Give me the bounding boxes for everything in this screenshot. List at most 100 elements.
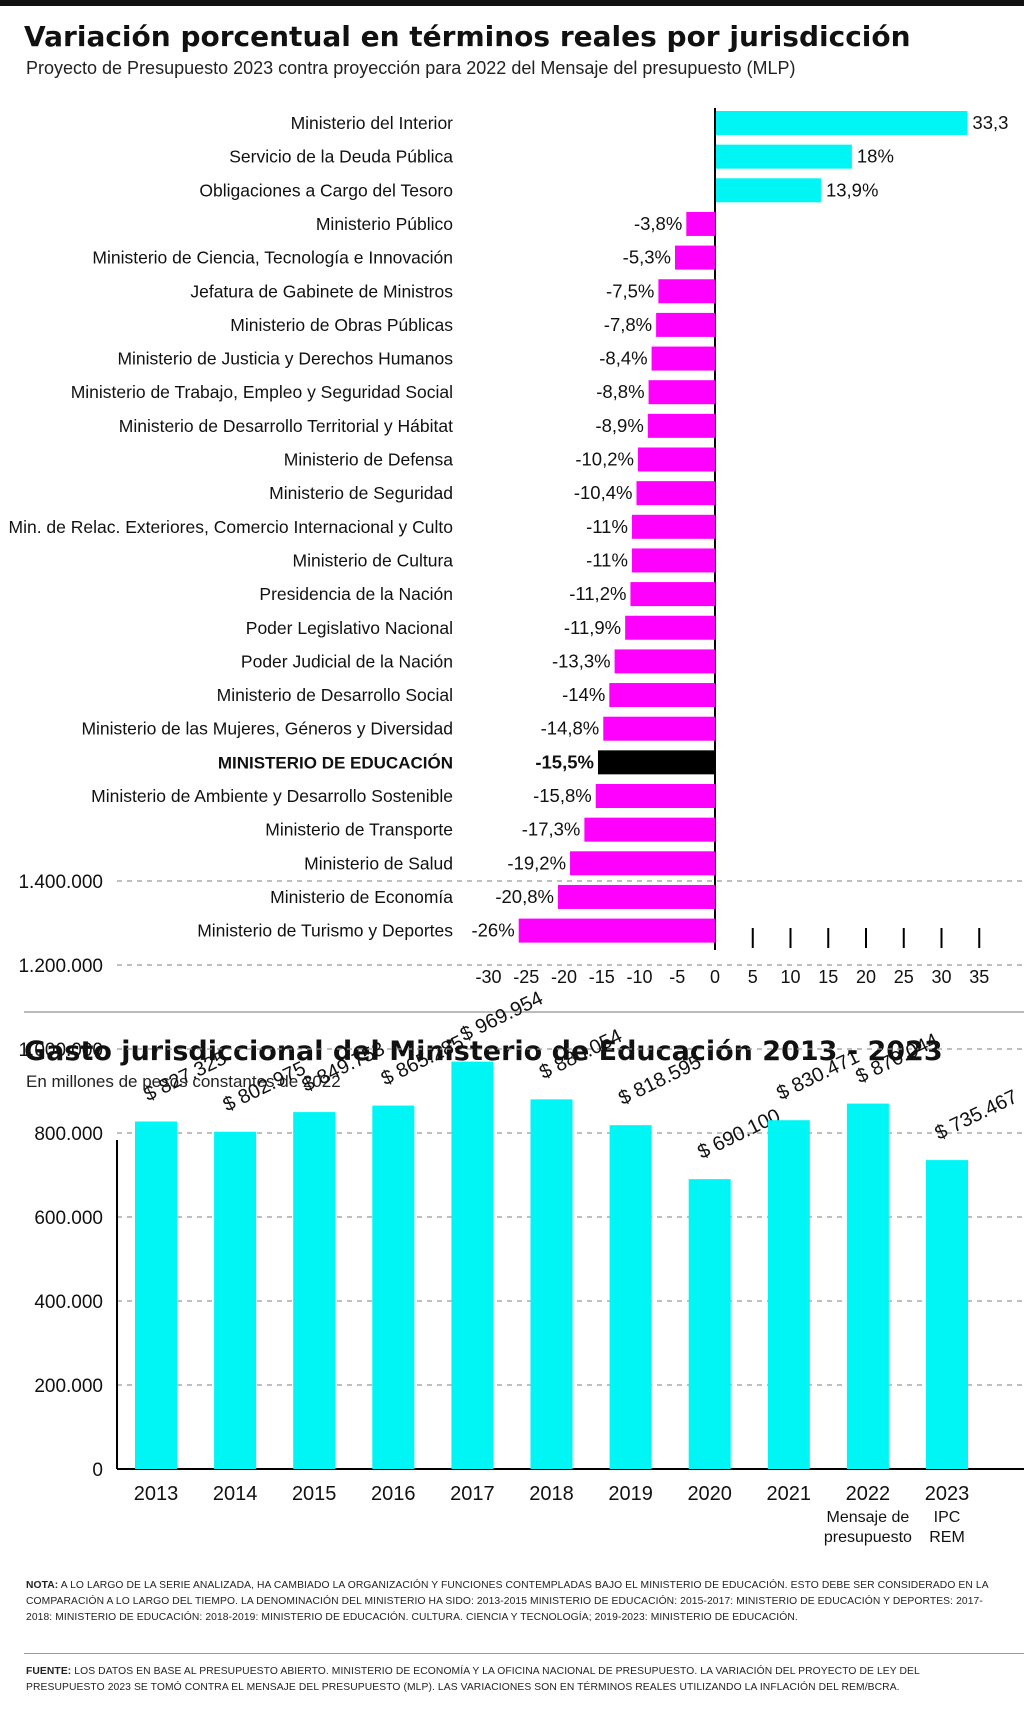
category-label: Ministerio de Obras Públicas: [230, 315, 453, 335]
note-label: NOTA:: [26, 1580, 59, 1591]
data-label: -11%: [586, 516, 628, 537]
chart-1-title: Variación porcentual en términos reales …: [24, 20, 911, 53]
top-rule: [0, 0, 1024, 6]
data-label: -11,9%: [564, 617, 621, 638]
category-label: Ministerio de Salud: [304, 853, 453, 873]
data-label: -13,3%: [552, 650, 611, 671]
x-tick-label: 2019: [608, 1483, 653, 1505]
data-label: -15,5%: [535, 751, 594, 772]
x-tick-label: 2014: [213, 1483, 258, 1505]
bar: [716, 144, 852, 169]
x-tick-label: 2022: [846, 1483, 891, 1505]
bar: [656, 312, 715, 337]
x-tick-label: 2023: [925, 1483, 970, 1505]
category-label: Ministerio de Ciencia, Tecnología e Inno…: [92, 248, 453, 268]
note-text: NOTA: A lo largo de la serie analizada, …: [26, 1578, 1001, 1626]
source-text: FUENTE: Los datos en base al presupuesto…: [26, 1664, 1001, 1696]
bar: [625, 615, 715, 640]
bar: [767, 1120, 810, 1469]
bar: [846, 1103, 889, 1469]
data-label: -8,8%: [596, 381, 644, 402]
bar: [595, 784, 715, 808]
category-label: Ministerio de Turismo y Deportes: [197, 921, 453, 941]
category-label: Presidencia de la Nación: [259, 584, 453, 604]
x-tick-label: -30: [475, 967, 501, 987]
y-tick-label: 200.000: [34, 1376, 103, 1397]
bar: [716, 111, 968, 135]
y-tick-label: 1.200.000: [18, 956, 103, 977]
data-label: -11%: [586, 549, 628, 570]
bar: [648, 380, 715, 405]
bar: [451, 1061, 494, 1469]
data-label: $ 830.471: [773, 1046, 863, 1105]
x-tick-label: 2013: [134, 1483, 179, 1505]
x-tick-label: 35: [969, 967, 989, 987]
data-label: $ 735.467: [932, 1086, 1022, 1145]
category-label: Ministerio de Ambiente y Desarrollo Sost…: [91, 786, 453, 806]
bar: [293, 1112, 336, 1469]
data-label: $ 870.044: [852, 1029, 942, 1088]
bar: [637, 447, 715, 472]
bar: [674, 245, 715, 270]
data-label: 13,9%: [826, 179, 878, 200]
data-label: -8,4%: [599, 348, 647, 369]
x-tick-label: 30: [931, 967, 951, 987]
data-label: -7,8%: [604, 314, 652, 335]
x-tick-label: 2015: [292, 1483, 337, 1505]
x-tick-label: -5: [669, 967, 685, 987]
category-label: Ministerio Público: [316, 214, 453, 234]
category-label: Servicio de la Deuda Pública: [229, 147, 453, 167]
jurisdiction-variation-chart: Ministerio del Interior 33,3 Servicio de l…: [9, 108, 1008, 987]
category-label: Poder Judicial de la Nación: [241, 651, 453, 671]
category-label: Ministerio del Interior: [291, 113, 454, 133]
y-tick-label: 1.400.000: [18, 872, 103, 893]
data-label: $ 827.325: [141, 1047, 231, 1106]
data-label: 18%: [857, 146, 894, 167]
chart-1-subtitle: Proyecto de Presupuesto 2023 contra proy…: [26, 58, 796, 78]
x-tick-label: 2018: [529, 1483, 574, 1505]
bar: [631, 514, 715, 539]
bar: [926, 1160, 968, 1469]
bar: [518, 918, 715, 943]
data-label: -3,8%: [634, 213, 682, 234]
bar: [651, 346, 715, 371]
bar: [584, 817, 715, 842]
footer-divider: [24, 1653, 1024, 1654]
x-tick-label: 2017: [450, 1483, 495, 1505]
category-label: Ministerio de Seguridad: [269, 483, 453, 503]
x-tick-sublabel: REM: [929, 1529, 965, 1546]
y-tick-label: 400.000: [34, 1292, 103, 1313]
data-label: -8,9%: [595, 415, 643, 436]
bar: [686, 211, 715, 236]
section-divider: [24, 1011, 1024, 1013]
category-label: Poder Legislativo Nacional: [246, 618, 453, 638]
x-tick-sublabel: IPC: [934, 1509, 961, 1526]
x-tick-label: 5: [748, 967, 758, 987]
y-tick-label: 800.000: [34, 1124, 103, 1145]
bar: [597, 750, 715, 775]
category-label: Ministerio de Desarrollo Territorial y H…: [119, 416, 453, 436]
data-label: -7,5%: [606, 280, 654, 301]
y-tick-label: 1.000.000: [18, 1040, 103, 1061]
x-tick-label: 2020: [687, 1483, 732, 1505]
y-tick-label: 0: [92, 1460, 103, 1481]
bar: [135, 1121, 177, 1469]
data-label: -20,8%: [495, 886, 554, 907]
bar: [214, 1131, 257, 1469]
x-tick-sublabel: presupuesto: [824, 1529, 912, 1546]
chart-2-subtitle: En millones de pesos constantes de 2022: [26, 1072, 341, 1091]
x-tick-label: -10: [626, 967, 652, 987]
x-tick-label: -15: [589, 967, 615, 987]
source-body: Los datos en base al presupuesto abierto…: [26, 1666, 920, 1693]
data-label: -10,2%: [575, 449, 634, 470]
data-label: $ 849.753: [299, 1038, 389, 1097]
category-label: Ministerio de Economía: [270, 887, 453, 907]
source-label: FUENTE:: [26, 1666, 72, 1677]
category-label: Ministerio de Defensa: [284, 450, 454, 470]
data-label: -14,8%: [541, 718, 600, 739]
category-label: Min. de Relac. Exteriores, Comercio Inte…: [9, 517, 454, 537]
bar: [372, 1105, 415, 1469]
bar: [570, 851, 715, 876]
bar: [716, 178, 821, 203]
